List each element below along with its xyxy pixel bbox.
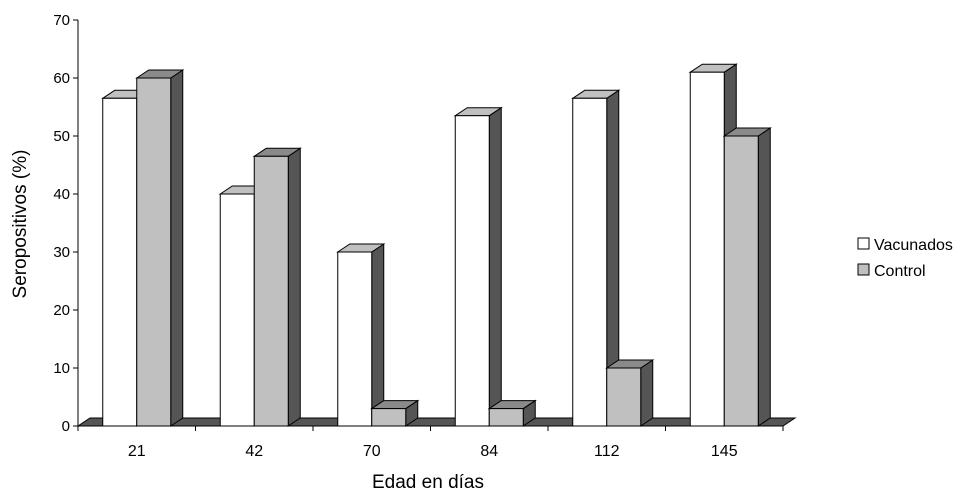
bar-front <box>454 115 490 427</box>
axes: 0 10 20 30 40 50 60 70 21 42 70 84 112 145 <box>53 12 784 460</box>
bar-front <box>219 193 255 427</box>
bar <box>605 359 655 427</box>
y-tick-label: 70 <box>53 12 70 29</box>
y-tick-label: 40 <box>53 186 70 203</box>
bar <box>336 243 386 427</box>
y-tick-label: 10 <box>53 360 70 377</box>
x-tick-label: 112 <box>594 443 620 460</box>
bar-front <box>253 155 289 427</box>
bar-side <box>488 106 502 427</box>
x-tick-label: 42 <box>245 443 263 460</box>
x-tick-label: 21 <box>128 443 146 460</box>
x-tick-label: 70 <box>363 443 381 460</box>
bar-front <box>572 97 608 427</box>
bar <box>252 147 302 427</box>
bar-front <box>102 97 138 427</box>
bar-side <box>640 359 654 427</box>
bars <box>101 63 772 427</box>
bar-front <box>488 408 524 427</box>
bar-front <box>723 135 759 427</box>
legend-item-control: Control <box>857 263 926 280</box>
bar <box>487 399 537 427</box>
x-tick-label: 84 <box>480 443 498 460</box>
bar-front <box>606 367 642 427</box>
bar-side <box>170 69 184 427</box>
bar <box>370 399 420 427</box>
bar <box>571 89 621 427</box>
bar-front <box>337 251 373 427</box>
bar-front <box>136 77 172 427</box>
y-tick-label: 50 <box>53 128 70 145</box>
legend-label-control: Control <box>874 263 926 280</box>
y-tick-label: 30 <box>53 244 70 261</box>
bar-side <box>371 243 385 427</box>
legend-item-vacunados: Vacunados <box>857 237 953 254</box>
y-tick-label: 0 <box>62 418 70 435</box>
bar-front <box>689 71 725 427</box>
x-tick-label: 145 <box>711 443 738 460</box>
bar-front <box>371 408 407 427</box>
bar-side <box>287 147 301 427</box>
bar <box>453 106 503 427</box>
legend-label-vacunados: Vacunados <box>874 237 953 254</box>
floor-plane <box>76 417 797 427</box>
legend-swatch-control <box>857 263 870 276</box>
x-axis-title: Edad en días <box>372 472 484 493</box>
y-tick-label: 20 <box>53 302 70 319</box>
legend-swatch-vacunados <box>857 237 870 250</box>
y-axis-title: Seropositivos (%) <box>10 150 31 299</box>
legend: Vacunados Control <box>857 237 953 280</box>
y-tick-label: 60 <box>53 70 70 87</box>
chart-floor <box>76 417 797 427</box>
bar-side <box>757 127 771 427</box>
bar <box>135 69 185 427</box>
bar <box>722 127 772 427</box>
